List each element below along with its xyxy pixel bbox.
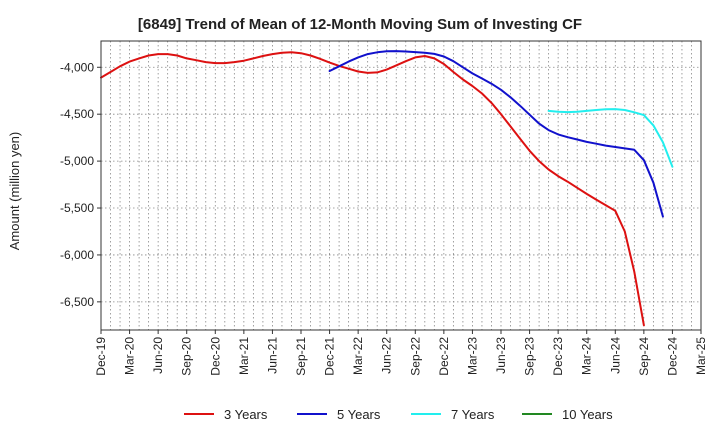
x-tick-label: Mar-25 (694, 337, 708, 375)
x-tick-label: Mar-21 (237, 337, 251, 375)
x-tick-label: Mar-23 (465, 337, 479, 375)
x-tick-label: Sep-22 (408, 337, 422, 376)
y-tick-label: -4,500 (60, 107, 94, 121)
y-tick-label: -6,500 (60, 295, 94, 309)
x-tick-label: Jun-21 (265, 337, 279, 374)
x-tick-label: Sep-24 (637, 337, 651, 376)
legend-label: 10 Years (562, 407, 613, 422)
grid (100, 41, 702, 330)
x-tick-label: Jun-22 (380, 337, 394, 374)
x-tick-label: Jun-24 (608, 337, 622, 374)
x-tick-label: Sep-20 (180, 337, 194, 376)
y-tick-label: -5,500 (60, 201, 94, 215)
y-tick-label: -6,000 (60, 248, 94, 262)
plot-frame (100, 40, 702, 331)
x-tick-label: Dec-24 (665, 337, 679, 376)
x-tick-label: Jun-23 (494, 337, 508, 374)
x-tick-label: Mar-22 (351, 337, 365, 375)
y-tick-label: -4,000 (60, 60, 94, 74)
legend-label: 3 Years (224, 407, 268, 422)
y-tick-label: -5,000 (60, 154, 94, 168)
x-tick-label: Mar-24 (580, 337, 594, 375)
legend-label: 7 Years (451, 407, 495, 422)
series-line-3-years (100, 51, 645, 327)
x-tick-label: Dec-20 (208, 337, 222, 376)
x-tick-label: Mar-20 (123, 337, 137, 375)
x-tick-label: Dec-22 (437, 337, 451, 376)
chart-title: [6849] Trend of Mean of 12-Month Moving … (138, 16, 582, 33)
x-axis: Dec-19 Mar-20 Jun-20 Sep-20 Dec-20 Mar-21 Jun-… (94, 330, 708, 376)
x-tick-label: Sep-23 (523, 337, 537, 376)
y-axis: -4,000 -4,500 -5,000 -5,500 -6,000 -6,500 (60, 60, 101, 309)
y-axis-title: Amount (million yen) (7, 132, 22, 251)
x-tick-label: Sep-21 (294, 337, 308, 376)
series-line-5-years (328, 50, 664, 218)
x-tick-label: Jun-20 (151, 337, 165, 374)
legend-label: 5 Years (337, 407, 381, 422)
series-line-7-years (547, 108, 674, 168)
series-layer (100, 50, 674, 327)
x-tick-label: Dec-23 (551, 337, 565, 376)
x-tick-label: Dec-21 (323, 337, 337, 376)
x-tick-label: Dec-19 (94, 337, 108, 376)
legend: 3 Years 5 Years 7 Years 10 Years (184, 407, 613, 422)
